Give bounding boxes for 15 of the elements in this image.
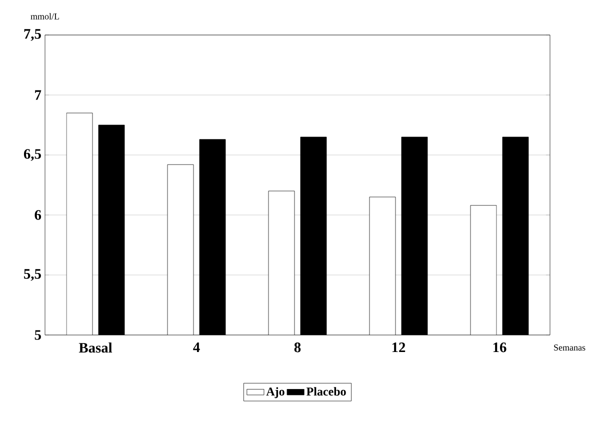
- x-tick-label: 16: [493, 342, 506, 352]
- y-tick-label: 7,5: [24, 29, 41, 41]
- x-tick-label: 8: [294, 342, 301, 352]
- x-tick-label: 4: [193, 342, 200, 352]
- y-tick-label: 6,5: [24, 149, 41, 161]
- y-tick-label: 5: [34, 330, 41, 340]
- y-axis-title: mmol/L: [30, 13, 59, 20]
- x-axis-title: Semanas: [554, 344, 586, 351]
- y-tick-label: 5,5: [24, 269, 41, 281]
- legend-label: Placebo: [306, 387, 346, 396]
- x-tick-label: Basal: [78, 342, 112, 353]
- legend-label: Ajo: [266, 387, 284, 398]
- y-tick-label: 6: [34, 210, 42, 220]
- x-tick-label: 12: [392, 342, 406, 352]
- y-tick-label: 7: [35, 90, 42, 100]
